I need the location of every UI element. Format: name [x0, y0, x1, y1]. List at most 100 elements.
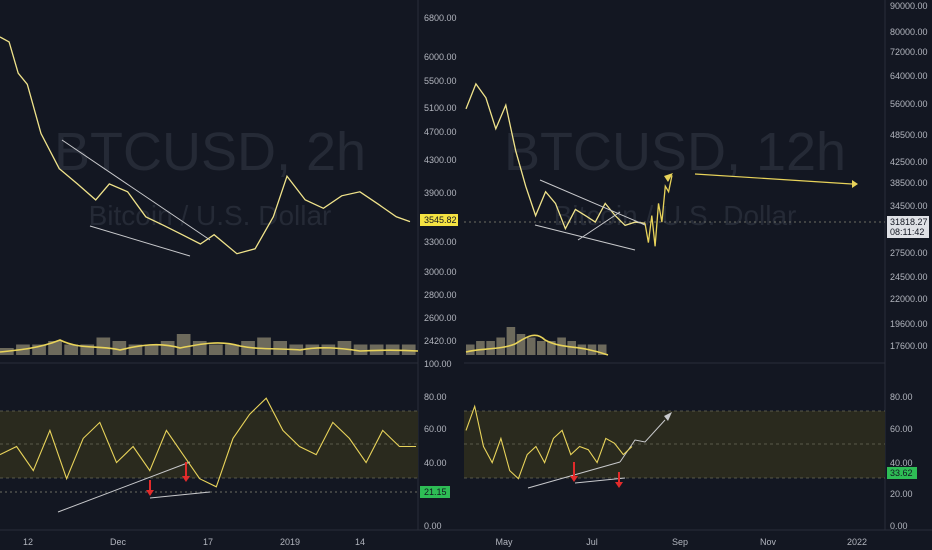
- volume-bar: [209, 344, 223, 355]
- axis-tick-label: 2420.00: [424, 336, 457, 346]
- axis-tick-label: 6000.00: [424, 52, 457, 62]
- rsi-line-left: [0, 397, 416, 488]
- price-axis-right[interactable]: 90000.00 80000.00 72000.00 64000.00 56000.00…: [890, 1, 928, 351]
- volume-bar: [112, 341, 127, 355]
- volume-bar: [96, 337, 111, 355]
- rsi-axis-left[interactable]: 100.00 80.00 60.00 40.00 0.00: [424, 359, 452, 531]
- price-axis-left[interactable]: 6800.00 6000.00 5500.00 5100.00 4700.00 4300.…: [424, 13, 457, 346]
- rsi-trendline-left-2: [149, 491, 211, 499]
- volume-bar: [466, 344, 475, 355]
- volume-bar: [567, 341, 576, 355]
- volume-bar: [225, 344, 239, 355]
- axis-tick-label: 40.00: [424, 458, 447, 468]
- rsi-projection-arrowhead: [664, 412, 672, 421]
- axis-tick-label: 5500.00: [424, 76, 457, 86]
- watermark-symbol-right: BTCUSD, 12h: [504, 122, 846, 182]
- volume-bar: [160, 341, 175, 355]
- axis-tick-label: 0.00: [424, 521, 442, 531]
- rsi-line-right: [465, 404, 633, 480]
- axis-tick-label: 4300.00: [424, 155, 457, 165]
- rsi-value-left: 21.15: [424, 487, 447, 497]
- volume-ma-left: [0, 339, 419, 353]
- down-arrow-icon: [570, 462, 578, 482]
- projection-arrowhead: [664, 173, 673, 182]
- axis-tick-label: 17600.00: [890, 341, 928, 351]
- axis-tick-label: 56000.00: [890, 99, 928, 109]
- rsi-trendline-right-2: [574, 477, 626, 484]
- time-axis-left[interactable]: 12 Dec 17 2019 14: [23, 537, 365, 547]
- time-tick-label: Nov: [760, 537, 777, 547]
- last-price-badge-right: [887, 216, 929, 238]
- axis-tick-label: 4700.00: [424, 127, 457, 137]
- volume-bar: [526, 337, 536, 355]
- time-axis-right[interactable]: May Jul Sep Nov 2022: [495, 537, 867, 547]
- axis-tick-label: 3000.00: [424, 267, 457, 277]
- axis-tick-label: 80.00: [424, 392, 447, 402]
- down-arrow-icon: [615, 472, 623, 488]
- last-price-badge-left: [420, 214, 458, 226]
- volume-bar: [32, 344, 46, 355]
- volume-bars-left: [0, 334, 416, 355]
- time-tick-label: Sep: [672, 537, 688, 547]
- axis-tick-label: 48500.00: [890, 130, 928, 140]
- volume-bar: [273, 341, 287, 355]
- watermark-subtitle-right: Bitcoin / U.S. Dollar: [554, 200, 797, 231]
- time-tick-label: Jul: [586, 537, 598, 547]
- axis-tick-label: 60.00: [424, 424, 447, 434]
- axis-tick-label: 0.00: [890, 521, 908, 531]
- wedge-upper-left: [61, 139, 211, 241]
- time-tick-label: Dec: [110, 537, 127, 547]
- volume-ma-right: [465, 334, 609, 356]
- rsi-axis-right[interactable]: 80.00 60.00 40.00 20.00 0.00: [890, 392, 913, 531]
- axis-tick-label: 40.00: [890, 458, 913, 468]
- rsi-badge-left: [420, 486, 450, 498]
- axis-tick-label: 2600.00: [424, 313, 457, 323]
- volume-bar: [516, 334, 526, 355]
- volume-bar: [597, 344, 607, 355]
- axis-tick-label: 60.00: [890, 424, 913, 434]
- axis-tick-label: 100.00: [424, 359, 452, 369]
- axis-tick-label: 5100.00: [424, 103, 457, 113]
- volume-bar: [64, 344, 78, 355]
- wedge-inner-right: [577, 211, 621, 241]
- rsi-band-left: [0, 411, 418, 478]
- axis-tick-label: 72000.00: [890, 47, 928, 57]
- volume-bar: [80, 344, 95, 355]
- time-tick-label: 2022: [847, 537, 867, 547]
- axis-tick-label: 42500.00: [890, 157, 928, 167]
- volume-bar: [144, 344, 159, 355]
- last-price-left: 3545.82: [424, 215, 457, 225]
- axis-tick-label: 80.00: [890, 392, 913, 402]
- time-tick-label: 12: [23, 537, 33, 547]
- watermark-right: BTCUSD, 12h Bitcoin / U.S. Dollar: [504, 122, 846, 231]
- volume-bar: [401, 344, 416, 355]
- watermark-subtitle-left: Bitcoin / U.S. Dollar: [89, 200, 332, 231]
- down-arrow-icon: [146, 480, 154, 496]
- rsi-value-right: 33.62: [890, 468, 913, 478]
- volume-bars-right: [466, 327, 607, 355]
- last-price-right: 31818.27: [890, 217, 928, 227]
- volume-bar: [128, 344, 143, 355]
- watermark-left: BTCUSD, 2h Bitcoin / U.S. Dollar: [54, 122, 366, 231]
- volume-bar: [496, 337, 505, 355]
- time-tick-label: 17: [203, 537, 213, 547]
- volume-bar: [476, 341, 485, 355]
- time-tick-label: 2019: [280, 537, 300, 547]
- wedge-upper-right: [539, 179, 646, 226]
- projection-path: [644, 175, 673, 247]
- rsi-band-right: [464, 411, 885, 478]
- axis-tick-label: 22000.00: [890, 294, 928, 304]
- rsi-trendline-left: [57, 461, 191, 513]
- volume-bar: [257, 337, 271, 355]
- projection-target-line: [694, 173, 853, 185]
- volume-bar: [321, 344, 336, 355]
- axis-tick-label: 24500.00: [890, 272, 928, 282]
- axis-tick-label: 27500.00: [890, 248, 928, 258]
- axis-tick-label: 6800.00: [424, 13, 457, 23]
- volume-bar: [337, 341, 352, 355]
- axis-tick-label: 19600.00: [890, 319, 928, 329]
- time-tick-label: 14: [355, 537, 365, 547]
- volume-bar: [557, 337, 566, 355]
- volume-bar: [577, 344, 587, 355]
- volume-bar: [305, 344, 320, 355]
